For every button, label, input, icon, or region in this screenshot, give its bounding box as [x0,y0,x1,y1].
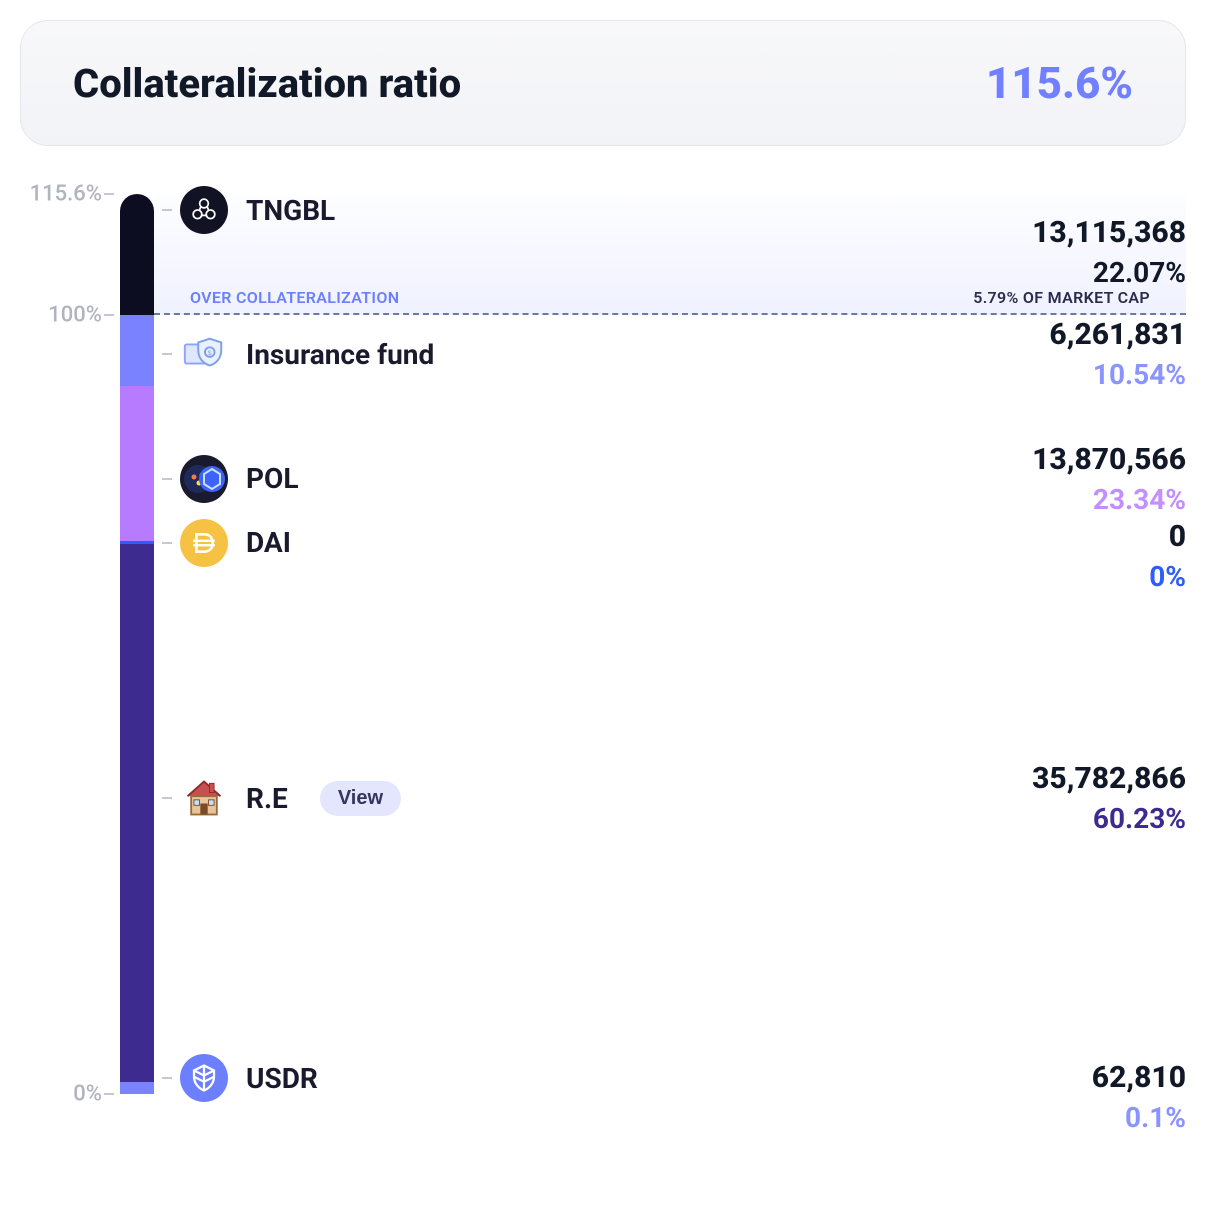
axis-labels: 115.6%100%0% [20,194,120,1094]
row-percentage: 10.54% [1049,358,1186,391]
row-values: 13,870,566 23.34% [1032,442,1186,516]
row-tick [162,797,172,799]
row-percentage: 22.07% [1032,256,1186,289]
row-values: 6,261,831 10.54% [1049,317,1186,391]
row-amount: 13,115,368 [1032,215,1186,250]
dai-icon [180,519,228,567]
house-icon [180,774,228,822]
row-percentage: 23.34% [1032,483,1186,516]
header-title: Collateralization ratio [73,60,461,107]
header-value: 115.6% [986,57,1133,109]
overcollat-label-left: OVER COLLATERALIZATION [190,288,399,307]
axis-tick [104,193,114,195]
row-values: 13,115,368 22.07% [1032,215,1186,289]
row-values: 00% [1149,519,1186,593]
pol-icon [180,455,228,503]
axis-tick [104,1093,114,1095]
row-amount: 62,810 [1092,1060,1186,1095]
row-values: 35,782,866 60.23% [1032,761,1186,835]
axis-label: 100% [48,303,102,328]
row-name: TNGBL [246,194,335,227]
overcollat-label-right: 5.79% OF MARKET CAP [973,288,1150,307]
row-values: 62,810 0.1% [1092,1060,1186,1134]
row-amount: 35,782,866 [1032,761,1186,796]
row-main: USDR [180,1054,318,1102]
bar-segment-tngbl [120,194,154,315]
row-amount: 13,870,566 [1032,442,1186,477]
bar-segment-usdr [120,1082,154,1094]
row-re: R.E View 35,782,866 60.23% [180,761,1186,835]
row-insurance: $ Insurance fund 6,261,831 10.54% [180,317,1186,391]
row-main: POL [180,455,299,503]
stacked-bar [120,194,154,1094]
tngbl-icon [180,186,228,234]
row-tick [162,209,172,211]
row-pol: POL 13,870,566 23.34% [180,442,1186,516]
row-percentage: 60.23% [1032,802,1186,835]
row-name: POL [246,462,299,495]
bar-segment-insurance [120,315,154,385]
axis-label: 115.6% [30,182,102,207]
row-main: DAI [180,519,291,567]
row-dai: DAI [180,519,1186,567]
shield-icon: $ [180,330,228,378]
row-percentage: 0% [1149,560,1186,593]
svg-text:$: $ [208,350,212,357]
row-tick [162,1077,172,1079]
usdr-icon [180,1054,228,1102]
row-usdr: USDR [180,1054,1186,1102]
row-amount: 0 [1149,519,1186,554]
collateral-chart: 115.6%100%0% OVER COLLATERALIZATION 5.79… [20,194,1186,1094]
row-tick [162,542,172,544]
bar-segment-re [120,544,154,1082]
row-name: DAI [246,526,291,559]
row-name: R.E [246,782,288,815]
row-amount: 6,261,831 [1049,317,1186,352]
overcollat-divider: OVER COLLATERALIZATION 5.79% OF MARKET C… [154,287,1186,315]
row-tick [162,353,172,355]
bar-segment-pol [120,386,154,542]
row-tick [162,478,172,480]
row-main: $ Insurance fund [180,330,434,378]
axis-tick [104,314,114,316]
row-name: Insurance fund [246,338,434,371]
axis-label: 0% [73,1082,102,1107]
chart-rows: OVER COLLATERALIZATION 5.79% OF MARKET C… [154,194,1186,1094]
row-percentage: 0.1% [1092,1101,1186,1134]
row-main: TNGBL [180,186,335,234]
view-button[interactable]: View [320,781,401,816]
row-main: R.E View [180,774,401,822]
row-name: USDR [246,1062,318,1095]
header-card: Collateralization ratio 115.6% [20,20,1186,146]
